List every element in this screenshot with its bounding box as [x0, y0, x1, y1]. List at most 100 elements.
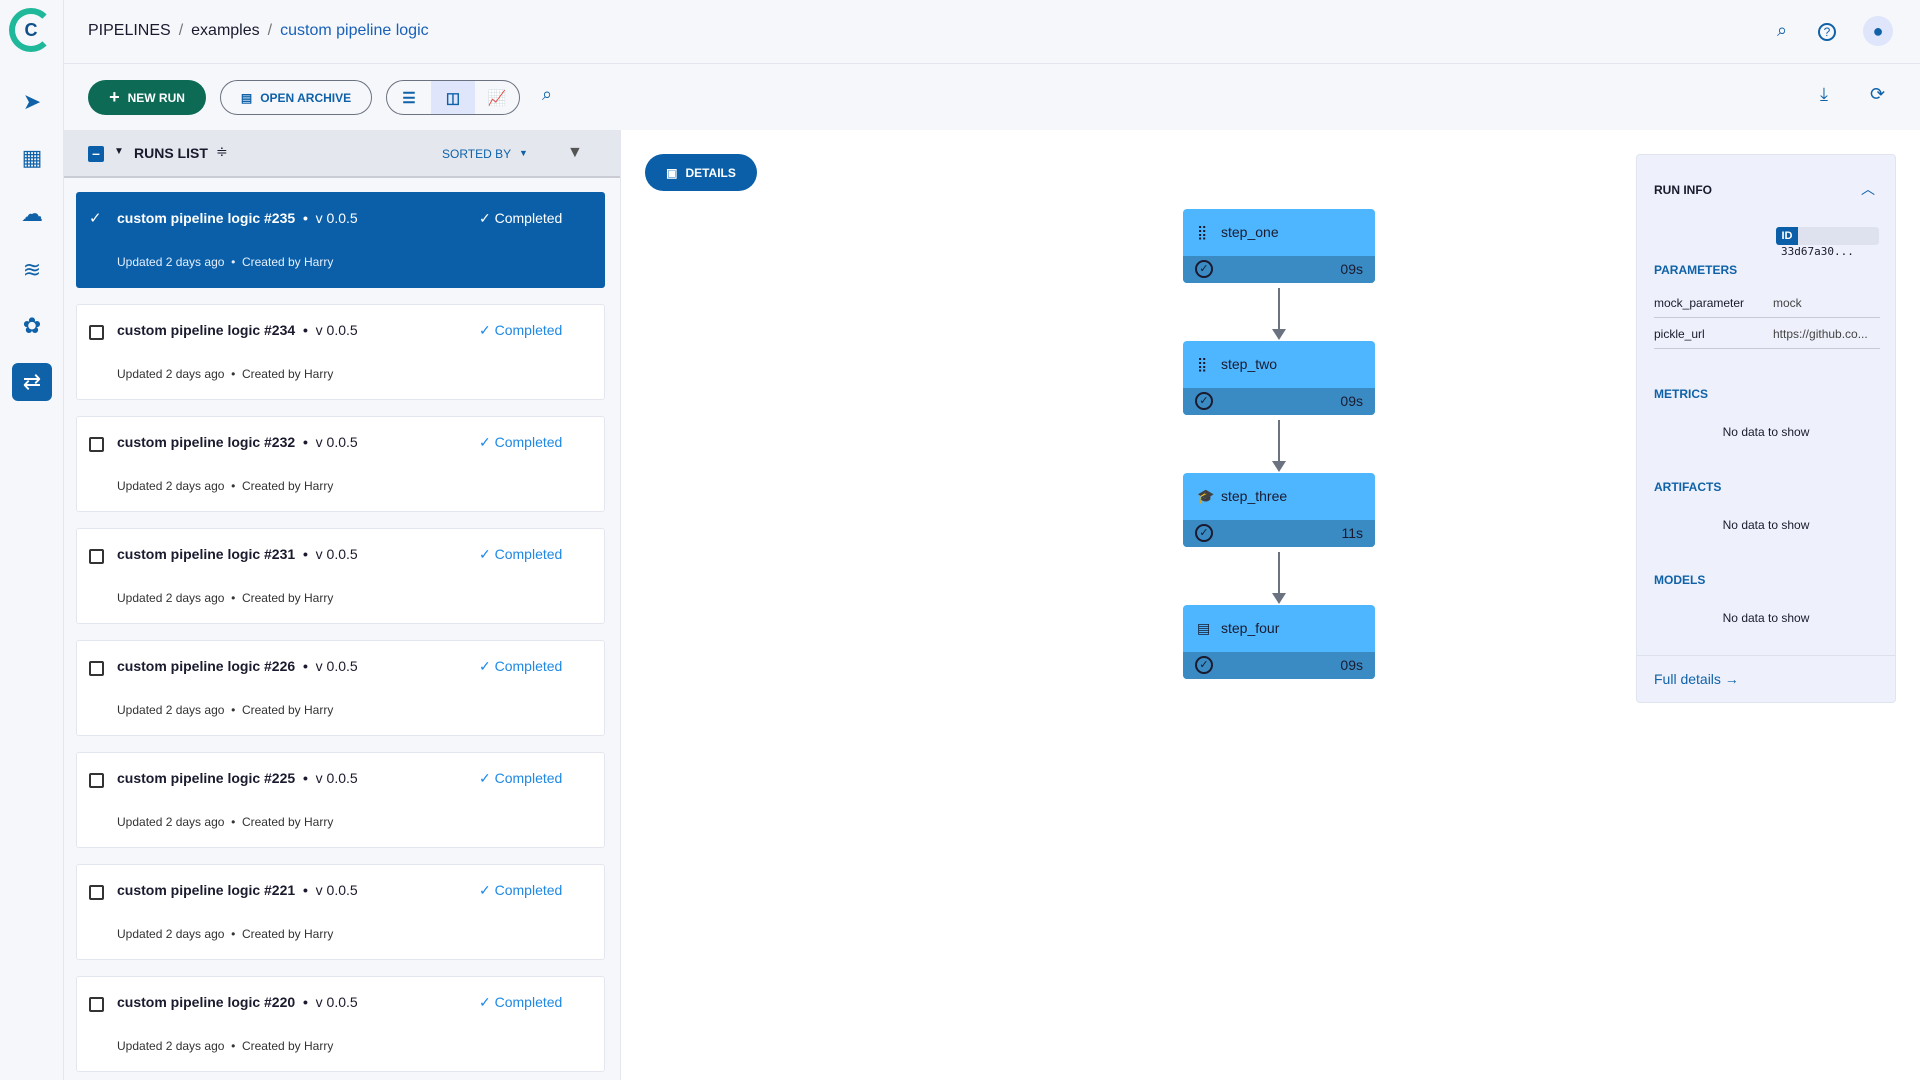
- run-name: custom pipeline logic #225: [117, 770, 296, 786]
- archive-icon: ▤: [240, 90, 253, 105]
- pipeline-step-node[interactable]: ▤ step_four ✓ 09s: [1183, 605, 1375, 679]
- status-badge: ✓ Completed: [479, 770, 563, 786]
- models-title: MODELS: [1654, 573, 1706, 587]
- run-card[interactable]: custom pipeline logic #220 • v 0.0.5 ✓ C…: [76, 976, 605, 1072]
- step-connector-arrow: [1272, 420, 1286, 472]
- run-creator: Created by Harry: [241, 367, 334, 381]
- step-duration: 09s: [1340, 393, 1363, 409]
- run-name: custom pipeline logic #226: [117, 658, 296, 674]
- details-view-icon[interactable]: ◫: [431, 81, 475, 114]
- run-card[interactable]: custom pipeline logic #232 • v 0.0.5 ✓ C…: [76, 416, 605, 512]
- clearml-logo[interactable]: C: [9, 8, 53, 52]
- status-badge: ✓ Completed: [479, 434, 563, 450]
- run-creator: Created by Harry: [241, 1039, 334, 1053]
- user-avatar-icon[interactable]: ●: [1863, 16, 1893, 46]
- run-card[interactable]: custom pipeline logic #225 • v 0.0.5 ✓ C…: [76, 752, 605, 848]
- status-badge: ✓ Completed: [479, 322, 563, 338]
- step-name: step_two: [1221, 356, 1278, 372]
- layers-icon[interactable]: ≋: [22, 257, 42, 282]
- run-creator: Created by Harry: [241, 479, 334, 493]
- run-card[interactable]: custom pipeline logic #231 • v 0.0.5 ✓ C…: [76, 528, 605, 624]
- run-card[interactable]: custom pipeline logic #226 • v 0.0.5 ✓ C…: [76, 640, 605, 736]
- run-checkbox[interactable]: [89, 997, 104, 1012]
- toolbar: + NEW RUN ▤ OPEN ARCHIVE ☰ ◫ 📈 ⌕ ⤓ ⟳: [64, 64, 1920, 130]
- search-icon[interactable]: ⌕: [542, 84, 553, 104]
- brain-icon[interactable]: ✿: [22, 313, 42, 338]
- training-icon: 🎓: [1197, 488, 1215, 504]
- refresh-icon[interactable]: ⟳: [1870, 84, 1886, 104]
- details-button[interactable]: ▣ DETAILS: [645, 154, 757, 191]
- run-checkbox[interactable]: [89, 661, 104, 676]
- runs-list-title: RUNS LIST: [134, 145, 208, 161]
- metrics-empty: No data to show: [1722, 425, 1810, 439]
- dataset-icon: ⣿: [1197, 224, 1208, 240]
- sort-caret-icon[interactable]: ▼: [519, 148, 528, 158]
- help-icon[interactable]: ?: [1818, 23, 1836, 41]
- run-card[interactable]: ✓ custom pipeline logic #235 • v 0.0.5 ✓…: [76, 192, 605, 288]
- step-duration: 09s: [1340, 657, 1363, 673]
- view-toggle: ☰ ◫ 📈: [386, 80, 520, 115]
- parameter-row: mock_parameter mock: [1654, 288, 1880, 318]
- run-updated: Updated 2 days ago: [117, 591, 225, 605]
- pipelines-arrow-icon[interactable]: ➤: [22, 89, 42, 114]
- check-icon: ✓: [479, 210, 495, 226]
- run-id-badge[interactable]: ID 33d67a30...: [1776, 227, 1879, 258]
- status-badge: ✓ Completed: [479, 546, 563, 562]
- breadcrumb-project[interactable]: examples: [191, 22, 260, 39]
- download-icon[interactable]: ⤓: [1820, 84, 1828, 104]
- run-creator: Created by Harry: [241, 591, 334, 605]
- collapse-chevron-icon[interactable]: ︿: [1861, 181, 1875, 197]
- parameter-row: pickle_url https://github.co...: [1654, 319, 1880, 349]
- header: PIPELINES / examples / custom pipeline logic…: [64, 0, 1920, 64]
- filter-icon[interactable]: ▼: [567, 144, 583, 161]
- check-icon: ✓: [479, 658, 495, 674]
- table-view-icon[interactable]: ☰: [402, 89, 416, 107]
- collapse-icon[interactable]: ≑: [216, 143, 228, 159]
- console-icon: ▣: [666, 165, 678, 180]
- select-all-checkbox[interactable]: –: [88, 146, 104, 162]
- pipeline-runs-icon[interactable]: ⇄: [12, 363, 52, 401]
- check-icon: ✓: [479, 770, 495, 786]
- run-version: v 0.0.5: [315, 434, 358, 450]
- step-name: step_three: [1221, 488, 1288, 504]
- run-name: custom pipeline logic #234: [117, 322, 296, 338]
- cloud-agents-icon[interactable]: ☁: [21, 201, 43, 226]
- pipeline-step-node[interactable]: 🎓 step_three ✓ 11s: [1183, 473, 1375, 547]
- select-menu-caret-icon[interactable]: ▼: [114, 146, 124, 157]
- chart-view-icon[interactable]: 📈: [487, 89, 507, 107]
- run-checkbox[interactable]: [89, 325, 104, 340]
- datasets-icon[interactable]: ▦: [21, 145, 43, 170]
- run-updated: Updated 2 days ago: [117, 479, 225, 493]
- pipeline-step-node[interactable]: ⣿ step_one ✓ 09s: [1183, 209, 1375, 283]
- pipeline-step-node[interactable]: ⣿ step_two ✓ 09s: [1183, 341, 1375, 415]
- check-icon[interactable]: ✓: [89, 210, 102, 227]
- breadcrumb-pipelines[interactable]: PIPELINES: [88, 22, 171, 39]
- breadcrumb-current[interactable]: custom pipeline logic: [280, 22, 429, 39]
- run-checkbox[interactable]: [89, 549, 104, 564]
- completed-check-icon: ✓: [1195, 524, 1213, 542]
- sidebar: C ➤ ▦ ☁ ≋ ✿ ⇄: [0, 0, 64, 1080]
- new-run-button[interactable]: + NEW RUN: [88, 80, 206, 115]
- check-icon: ✓: [479, 882, 495, 898]
- run-version: v 0.0.5: [315, 770, 358, 786]
- breadcrumb: PIPELINES / examples / custom pipeline logic: [88, 22, 429, 39]
- plus-icon: +: [109, 87, 120, 107]
- open-archive-button[interactable]: ▤ OPEN ARCHIVE: [220, 80, 372, 115]
- full-details-link[interactable]: Full details →: [1654, 671, 1739, 687]
- run-version: v 0.0.5: [315, 882, 358, 898]
- run-checkbox[interactable]: [89, 437, 104, 452]
- run-checkbox[interactable]: [89, 773, 104, 788]
- step-name: step_one: [1221, 224, 1279, 240]
- runs-list-header: – ▼ RUNS LIST ≑ SORTED BY ▼ ▼: [64, 130, 620, 178]
- run-version: v 0.0.5: [315, 322, 358, 338]
- status-badge: ✓ Completed: [479, 658, 563, 674]
- run-card[interactable]: custom pipeline logic #234 • v 0.0.5 ✓ C…: [76, 304, 605, 400]
- search-icon[interactable]: ⌕: [1777, 20, 1788, 40]
- run-card[interactable]: custom pipeline logic #221 • v 0.0.5 ✓ C…: [76, 864, 605, 960]
- run-checkbox[interactable]: [89, 885, 104, 900]
- check-icon: ✓: [479, 434, 495, 450]
- document-icon: ▤: [1197, 620, 1211, 636]
- step-name: step_four: [1221, 620, 1280, 636]
- run-creator: Created by Harry: [241, 815, 334, 829]
- sorted-by-button[interactable]: SORTED BY: [442, 147, 512, 161]
